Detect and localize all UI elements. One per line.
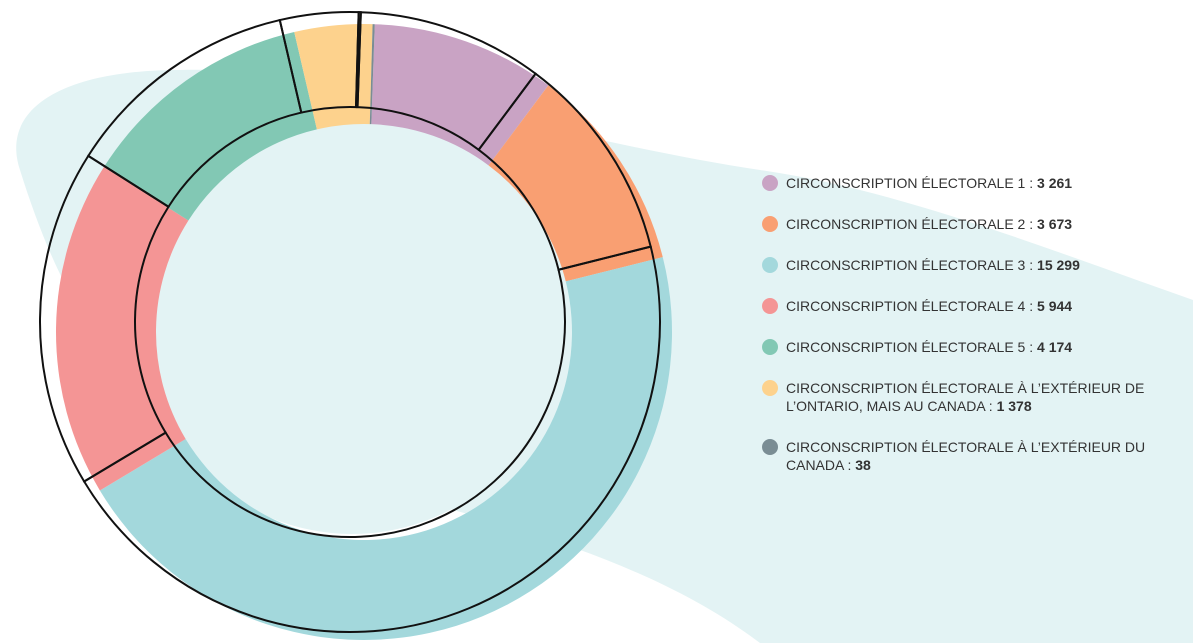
donut-segment bbox=[56, 166, 189, 491]
legend-label: CIRCONSCRIPTION ÉLECTORALE À L’EXTÉRIEUR… bbox=[786, 380, 1145, 414]
legend-swatch bbox=[762, 216, 778, 232]
legend-item: CIRCONSCRIPTION ÉLECTORALE 3 : 15 299 bbox=[762, 256, 1187, 274]
donut-segment bbox=[99, 257, 673, 640]
donut-segment bbox=[294, 24, 373, 130]
legend-value: 5 944 bbox=[1037, 298, 1073, 314]
donut-segment bbox=[371, 24, 549, 166]
legend-swatch bbox=[762, 439, 778, 455]
donut-segment bbox=[103, 32, 317, 221]
donut-segment bbox=[488, 85, 663, 282]
segment-outline bbox=[82, 245, 661, 633]
legend-item: CIRCONSCRIPTION ÉLECTORALE 5 : 4 174 bbox=[762, 338, 1187, 356]
legend-swatch bbox=[762, 257, 778, 273]
legend-item: CIRCONSCRIPTION ÉLECTORALE 2 : 3 673 bbox=[762, 215, 1187, 233]
legend-swatch bbox=[762, 175, 778, 191]
legend-value: 3 673 bbox=[1037, 216, 1073, 232]
donut-segment bbox=[369, 24, 375, 125]
legend-label: CIRCONSCRIPTION ÉLECTORALE 4 : bbox=[786, 298, 1034, 314]
legend-label: CIRCONSCRIPTION ÉLECTORALE 5 : bbox=[786, 339, 1034, 355]
legend-value: 4 174 bbox=[1037, 339, 1073, 355]
legend-swatch bbox=[762, 339, 778, 355]
legend-value: 15 299 bbox=[1037, 257, 1080, 273]
legend-label: CIRCONSCRIPTION ÉLECTORALE 1 : bbox=[786, 175, 1034, 191]
center-fill bbox=[140, 110, 564, 534]
legend-label: CIRCONSCRIPTION ÉLECTORALE À L’EXTÉRIEUR… bbox=[786, 439, 1146, 473]
legend-label: CIRCONSCRIPTION ÉLECTORALE 3 : bbox=[786, 257, 1034, 273]
legend-value: 3 261 bbox=[1037, 175, 1073, 191]
legend-value: 38 bbox=[855, 457, 871, 473]
legend-item: CIRCONSCRIPTION ÉLECTORALE À L’EXTÉRIEUR… bbox=[762, 438, 1187, 474]
legend-item: CIRCONSCRIPTION ÉLECTORALE 4 : 5 944 bbox=[762, 297, 1187, 315]
legend-value: 1 378 bbox=[996, 398, 1032, 414]
legend-item: CIRCONSCRIPTION ÉLECTORALE À L’EXTÉRIEUR… bbox=[762, 379, 1187, 415]
legend-label: CIRCONSCRIPTION ÉLECTORALE 2 : bbox=[786, 216, 1034, 232]
legend-swatch bbox=[762, 380, 778, 396]
legend-swatch bbox=[762, 298, 778, 314]
legend: CIRCONSCRIPTION ÉLECTORALE 1 : 3 261 CIRC… bbox=[762, 174, 1187, 497]
segment-outline bbox=[354, 11, 362, 109]
legend-item: CIRCONSCRIPTION ÉLECTORALE 1 : 3 261 bbox=[762, 174, 1187, 192]
